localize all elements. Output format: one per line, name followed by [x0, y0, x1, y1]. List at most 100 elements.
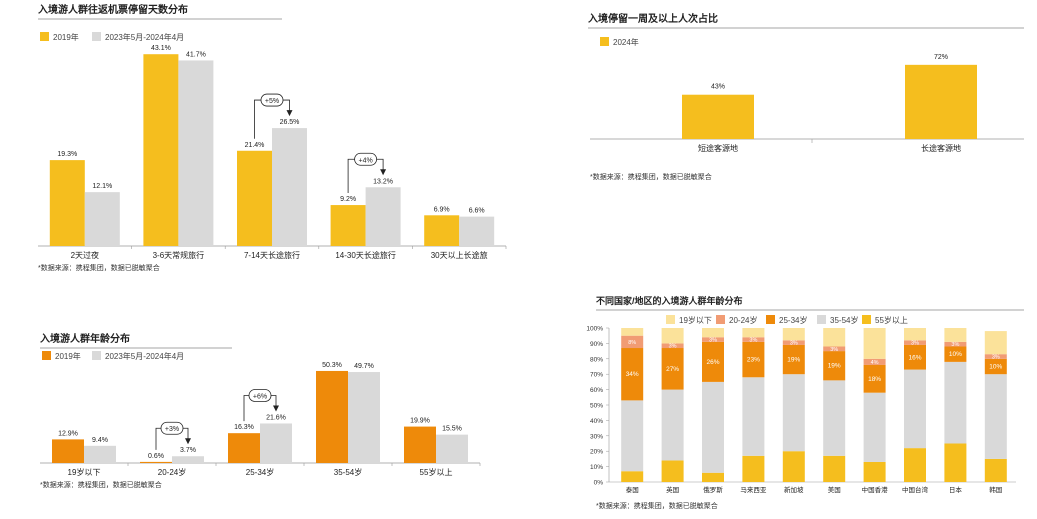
legend-item-1-label: 2023年5月-2024年4月 — [105, 32, 184, 42]
data-label-2023-4: 6.6% — [469, 208, 485, 215]
segment-55岁以上-0 — [621, 471, 644, 482]
segment-label-25-34岁-3: 23% — [747, 357, 760, 364]
x-tick-label-4: 55岁以上 — [420, 467, 453, 477]
legend-item-0-swatch — [40, 32, 49, 41]
bar-2023-2 — [272, 128, 307, 246]
segment-label-20-24岁-2: 3% — [709, 338, 717, 344]
y-tick-label-7: 70% — [590, 372, 603, 379]
chart-title: 入境停留一周及以上人次占比 — [588, 12, 718, 25]
segment-19岁以下-8 — [944, 328, 967, 342]
x-tick-label-4: 30天以上长途旅 — [431, 250, 488, 260]
segment-55岁以上-9 — [984, 458, 1007, 482]
segment-25-34岁-7 — [904, 344, 926, 370]
data-label-2023-1: 41.7% — [186, 51, 206, 58]
x-tick-label-2: 25-34岁 — [246, 467, 274, 477]
segment-20-24岁-7 — [904, 340, 926, 345]
y-tick-label-4: 40% — [590, 418, 603, 425]
bar-2023-4 — [459, 216, 495, 246]
bar-2023-3 — [365, 187, 401, 246]
x-tick-label-2: 7-14天长途旅行 — [244, 250, 300, 260]
data-label-2019-1: 0.6% — [148, 453, 164, 460]
legend-item-1-swatch — [92, 32, 101, 41]
segment-19岁以下-5 — [823, 328, 846, 347]
x-tick-label-3: 马来西亚 — [740, 486, 767, 494]
bar-2023-1 — [178, 60, 214, 247]
segment-35-54岁-5 — [823, 380, 846, 456]
data-label-2023-2: 21.6% — [266, 414, 286, 421]
change-annotation-1-text: +6% — [253, 393, 267, 400]
y-tick-label-10: 100% — [586, 326, 603, 333]
source-note: *数据来源：携程集团，数据已脱敏聚合 — [590, 172, 712, 181]
segment-25-34岁-4 — [782, 344, 805, 375]
x-tick-label-0: 短途客源地 — [698, 143, 738, 153]
bar-2023-1 — [172, 456, 204, 463]
data-label-2019-0: 19.3% — [57, 151, 77, 158]
change-annotation-1-badge — [354, 152, 378, 166]
bar-2019-4 — [404, 426, 436, 463]
data-label-0: 43% — [711, 84, 725, 91]
bar-2019-0 — [49, 160, 85, 246]
chart-c3: 入境停留一周及以上人次占比 2024年 43% 短途客源地 72% 长途客源地 *数据来源：… — [588, 12, 1024, 181]
y-tick-label-9: 90% — [590, 341, 603, 348]
legend-item-4-label: 55岁以上 — [875, 315, 908, 325]
segment-35-54岁-7 — [904, 369, 926, 449]
segment-35-54岁-9 — [984, 374, 1007, 459]
legend-item-1-swatch — [716, 315, 725, 324]
data-label-2023-2: 26.5% — [280, 119, 300, 126]
change-annotation-0-text: +5% — [265, 98, 279, 105]
x-tick-label-3: 14-30天长途旅行 — [335, 250, 395, 260]
bar-2019-2 — [237, 150, 272, 246]
data-label-2023-3: 49.7% — [354, 363, 374, 370]
legend-item-2-swatch — [766, 315, 775, 324]
change-annotation-0-badge — [260, 93, 284, 107]
chart-title: 入境游人群年龄分布 — [40, 332, 130, 345]
legend-item-2-label: 25-34岁 — [779, 315, 807, 325]
segment-25-34岁-3 — [742, 341, 765, 378]
x-tick-label-2: 俄罗斯 — [703, 485, 723, 494]
segment-20-24岁-2 — [702, 337, 724, 342]
change-annotation-0-badge — [160, 421, 184, 435]
bar-1 — [905, 64, 977, 139]
bar-2023-3 — [348, 372, 380, 463]
chart-c4: 不同国家/地区的入境游人群年龄分布 19岁以下 20-24岁 25-34岁 35-54岁… — [586, 295, 1024, 510]
segment-25-34岁-0 — [621, 348, 644, 401]
segment-55岁以上-3 — [742, 455, 765, 482]
source-note: *数据来源：携程集团，数据已脱敏聚合 — [38, 263, 160, 272]
segment-25-34岁-2 — [702, 341, 724, 382]
legend-item-1-label: 20-24岁 — [729, 315, 757, 325]
segment-55岁以上-5 — [823, 455, 846, 482]
y-tick-label-5: 50% — [590, 403, 603, 410]
legend-item-0-label: 19岁以下 — [679, 315, 712, 325]
bar-2019-1 — [143, 54, 179, 246]
legend-item-0-label: 2019年 — [53, 32, 79, 42]
chart-title: 不同国家/地区的入境游人群年龄分布 — [596, 295, 743, 306]
x-tick-label-1: 长途客源地 — [921, 143, 961, 153]
segment-19岁以下-0 — [621, 328, 644, 336]
segment-20-24岁-9 — [984, 354, 1007, 359]
data-label-2019-2: 16.3% — [234, 424, 254, 431]
x-tick-label-7: 中国台湾 — [902, 485, 929, 494]
segment-19岁以下-1 — [661, 328, 684, 344]
y-tick-label-6: 60% — [590, 387, 603, 394]
data-label-1: 72% — [934, 54, 948, 61]
bar-2019-3 — [330, 205, 366, 246]
bar-2023-4 — [436, 434, 468, 463]
segment-35-54岁-2 — [702, 381, 724, 473]
segment-label-20-24岁-5: 3% — [830, 347, 838, 353]
y-tick-label-0: 0% — [594, 480, 604, 487]
bar-2023-0 — [84, 192, 120, 246]
bar-2019-1 — [140, 461, 172, 463]
segment-label-25-34岁-8: 10% — [949, 351, 962, 358]
segment-55岁以上-4 — [782, 451, 805, 482]
segment-label-25-34岁-7: 16% — [908, 354, 921, 361]
segment-20-24岁-6 — [863, 358, 886, 365]
segment-label-20-24岁-0: 8% — [628, 340, 636, 346]
data-label-2019-3: 9.2% — [340, 196, 356, 203]
segment-label-25-34岁-5: 19% — [828, 363, 841, 370]
data-label-2019-3: 50.3% — [322, 362, 342, 369]
segment-label-20-24岁-1: 3% — [669, 344, 677, 350]
data-label-2023-1: 3.7% — [180, 447, 196, 454]
segment-25-34岁-5 — [823, 351, 846, 381]
bar-2019-0 — [52, 439, 84, 463]
segment-25-34岁-9 — [984, 358, 1007, 375]
